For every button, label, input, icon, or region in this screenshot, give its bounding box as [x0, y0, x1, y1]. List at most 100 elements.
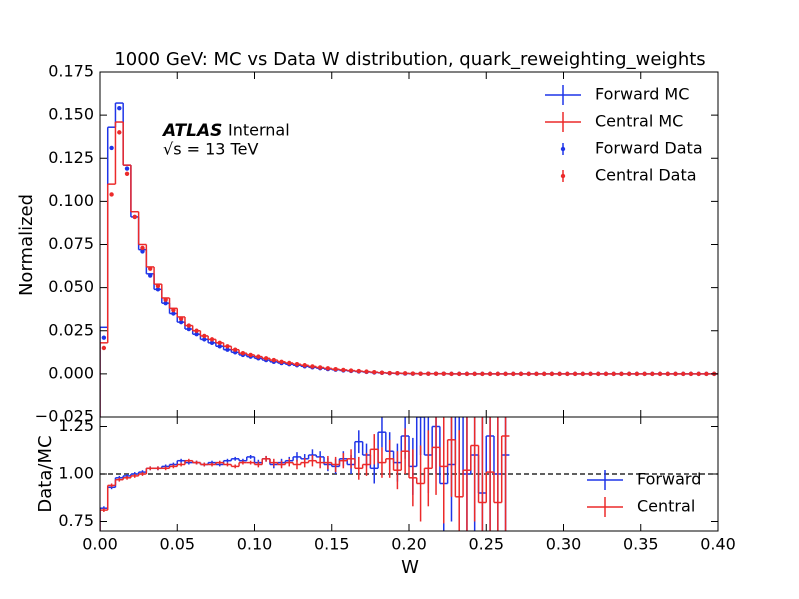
data-point [194, 328, 199, 333]
y-tick-label: −0.025 [35, 407, 94, 426]
x-tick-label: 0.40 [700, 535, 736, 554]
data-point [271, 357, 277, 363]
data-point [588, 371, 593, 377]
data-point [603, 371, 609, 377]
data-point [549, 371, 555, 377]
x-axis-label: W [401, 557, 419, 578]
data-point [696, 371, 701, 377]
data-point [209, 340, 215, 346]
y-tick-label: 1.00 [58, 464, 94, 483]
data-point [534, 371, 539, 377]
data-point [441, 371, 446, 376]
y-tick-label: 0.075 [48, 234, 94, 253]
data-point [132, 214, 137, 220]
data-point [209, 337, 215, 342]
data-point [464, 371, 470, 377]
y-tick-label: 0.125 [48, 148, 94, 167]
data-point [163, 300, 168, 306]
data-point [364, 369, 369, 374]
data-point [194, 332, 199, 337]
data-point [688, 371, 694, 377]
data-point [178, 319, 184, 325]
data-point [634, 371, 640, 377]
y-tick-label: 1.25 [58, 416, 94, 435]
data-point [379, 370, 385, 375]
data-point [457, 371, 462, 377]
atlas-label: ATLAS [161, 121, 222, 141]
data-point [186, 326, 192, 332]
y-tick-label: 0.150 [48, 105, 94, 124]
legend-label: Central [637, 497, 695, 516]
data-point [665, 371, 670, 377]
data-point [580, 371, 586, 377]
data-point [109, 145, 114, 151]
data-point [124, 171, 130, 176]
data-point [256, 354, 261, 359]
data-point [333, 367, 338, 372]
y-tick-label: 0.75 [58, 511, 94, 530]
data-point [611, 371, 616, 377]
data-point [263, 356, 269, 361]
y-tick-label: 0.100 [48, 191, 94, 210]
legend-label: Forward [637, 470, 701, 489]
data-point [704, 371, 709, 377]
data-point [650, 371, 655, 377]
data-point [310, 364, 315, 369]
data-point [626, 371, 632, 377]
data-point [248, 352, 253, 358]
x-tick-label: 0.30 [546, 535, 582, 554]
data-point [202, 337, 207, 342]
data-point [503, 371, 508, 377]
legend-label: Central MC [595, 112, 683, 131]
legend-label: Forward MC [595, 85, 689, 104]
data-point [418, 371, 423, 376]
y-axis-label: Normalized [16, 194, 37, 296]
data-point [673, 371, 678, 377]
data-point [109, 192, 114, 197]
data-point [171, 311, 176, 316]
data-point [642, 371, 647, 377]
data-point [140, 249, 145, 254]
data-point [294, 362, 300, 367]
data-point [387, 370, 392, 376]
y-tick-label: 0.025 [48, 320, 94, 339]
data-point [155, 287, 161, 292]
data-point [202, 333, 207, 339]
data-point [596, 371, 601, 377]
data-point [124, 166, 130, 171]
data-point [681, 371, 686, 377]
data-point [619, 371, 624, 377]
data-point [117, 106, 122, 111]
y-tick-label: 0.175 [48, 62, 94, 81]
data-point [348, 368, 354, 373]
data-point [395, 370, 400, 376]
data-point [317, 365, 323, 370]
x-tick-label: 0.10 [237, 535, 273, 554]
data-point [565, 371, 570, 377]
data-point [232, 347, 238, 352]
data-point [356, 368, 361, 374]
data-point [472, 371, 477, 377]
data-point [557, 371, 562, 377]
data-point [171, 307, 176, 313]
data-point [410, 371, 416, 376]
data-point [217, 340, 222, 346]
x-tick-label: 0.20 [391, 535, 427, 554]
data-point [449, 371, 454, 377]
legend-label: Forward Data [595, 139, 703, 158]
data-point [433, 371, 439, 376]
x-tick-label: 0.00 [82, 535, 118, 554]
data-point [186, 323, 192, 328]
data-point [101, 335, 107, 340]
data-point [480, 371, 485, 377]
data-point [518, 371, 524, 377]
data-point [155, 283, 161, 289]
energy-label: √s = 13 TeV [163, 140, 258, 159]
atlas-status: Internal [228, 121, 290, 140]
ratio-plot [100, 417, 718, 531]
data-point [101, 345, 107, 351]
data-point [426, 371, 431, 376]
data-point [495, 371, 501, 377]
x-tick-label: 0.15 [314, 535, 350, 554]
